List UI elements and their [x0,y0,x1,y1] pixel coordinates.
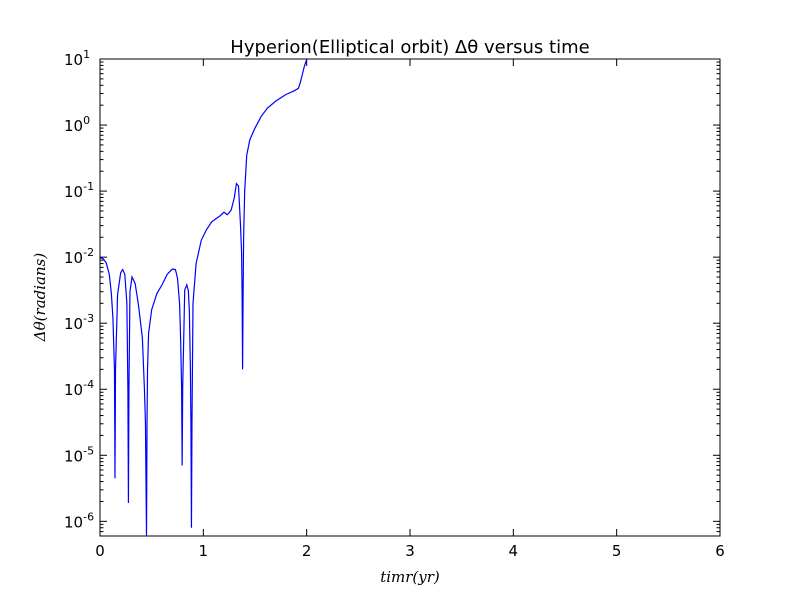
x-axis: 0 1 2 3 4 5 6 [95,59,725,560]
y-tick-base: 10 [64,249,83,267]
y-axis-label: Δθ(radians) [31,253,49,343]
y-tick-exponent: -4 [83,378,94,391]
y-tick-base: 10 [64,183,83,201]
series-line-0 [100,59,308,536]
y-tick-exponent: -5 [83,444,94,457]
x-tick-label: 5 [612,542,622,560]
x-tick-label: 6 [715,542,725,560]
y-tick-exponent: 1 [83,48,90,61]
y-tick-exponent: -1 [83,180,94,193]
y-tick-label: 10-4 [64,378,94,399]
x-tick-label: 1 [199,542,209,560]
y-tick-base: 10 [64,381,83,399]
y-tick-exponent: -3 [83,312,94,325]
y-tick-label: 10-6 [64,510,94,531]
x-tick-label: 3 [405,542,415,560]
x-axis-label: timr(yr) [380,568,440,586]
y-tick-base: 10 [64,117,83,135]
y-tick-label: 10-1 [64,180,94,201]
y-tick-label: 101 [64,48,90,69]
y-tick-label: 100 [64,114,90,135]
y-tick-base: 10 [64,513,83,531]
y-tick-exponent: -6 [83,510,94,523]
y-tick-label: 10-3 [64,312,94,333]
y-tick-exponent: -2 [83,246,94,259]
y-tick-base: 10 [64,315,83,333]
x-tick-label: 4 [509,542,519,560]
y-tick-base: 10 [64,447,83,465]
chart-title: Hyperion(Elliptical orbit) Δθ versus tim… [230,37,589,58]
y-tick-exponent: 0 [83,114,90,127]
y-tick-label: 10-2 [64,246,94,267]
x-tick-label: 2 [302,542,312,560]
x-tick-label: 0 [95,542,105,560]
y-tick-label: 10-5 [64,444,94,465]
y-tick-base: 10 [64,51,83,69]
series-layer [100,59,308,536]
